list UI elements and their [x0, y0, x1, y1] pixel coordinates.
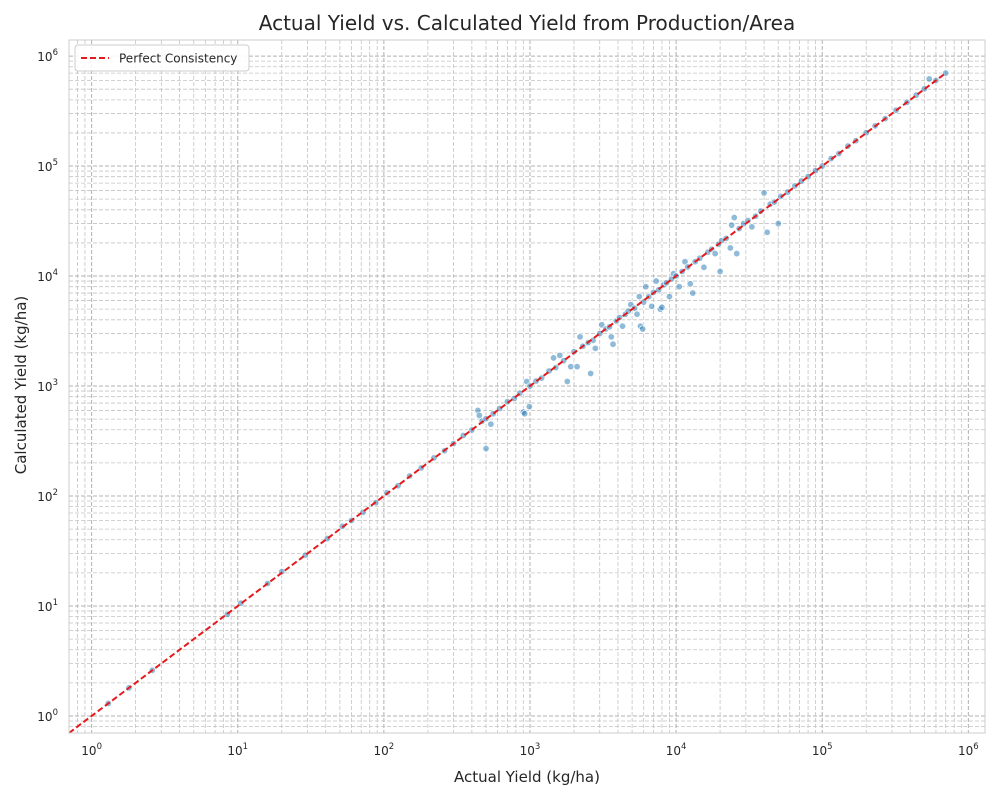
- data-point: [774, 220, 782, 228]
- plot-frame: [68, 39, 986, 734]
- y-tick-label: 104: [37, 268, 58, 284]
- x-axis-label: Actual Yield (kg/ha): [454, 768, 600, 786]
- data-point: [763, 228, 771, 236]
- x-tick-label: 100: [81, 742, 102, 758]
- data-point: [686, 280, 694, 288]
- data-point: [567, 363, 575, 371]
- grid: [68, 40, 985, 734]
- legend-label: Perfect Consistency: [119, 52, 237, 66]
- data-point: [711, 250, 719, 258]
- data-point: [576, 333, 584, 341]
- data-point: [942, 69, 950, 77]
- reference-line-group: [68, 72, 947, 734]
- x-tick-label: 105: [812, 742, 833, 758]
- data-point: [648, 302, 656, 310]
- data-point: [728, 221, 736, 229]
- y-tick-label: 102: [37, 488, 58, 504]
- x-tick-label: 103: [520, 742, 541, 758]
- data-point: [652, 277, 660, 285]
- data-point: [658, 303, 666, 311]
- data-point: [482, 445, 490, 453]
- data-point: [591, 344, 599, 352]
- data-point: [642, 283, 650, 291]
- data-point: [760, 189, 768, 197]
- data-point: [607, 333, 615, 341]
- x-tick-label: 102: [374, 742, 395, 758]
- data-point: [556, 351, 564, 359]
- y-tick-label: 103: [37, 378, 58, 394]
- data-point: [525, 403, 533, 411]
- data-point: [475, 411, 483, 419]
- x-tick-label: 106: [958, 742, 979, 758]
- reference-line: [68, 72, 947, 734]
- data-point: [700, 263, 708, 271]
- data-point: [748, 223, 756, 231]
- data-point: [689, 289, 697, 297]
- data-point: [550, 354, 558, 362]
- data-point: [587, 369, 595, 377]
- data-point: [639, 325, 647, 333]
- data-point: [563, 377, 571, 385]
- data-point: [609, 340, 617, 348]
- data-point: [726, 244, 734, 252]
- y-tick-label: 100: [37, 708, 58, 724]
- y-tick-label: 106: [37, 48, 58, 64]
- data-point: [633, 310, 641, 318]
- data-point: [619, 322, 627, 330]
- y-tick-labels: 100 101 102 103 104 105 106: [37, 48, 58, 724]
- data-point: [635, 293, 643, 301]
- data-point: [521, 410, 529, 418]
- legend: Perfect Consistency: [74, 44, 250, 72]
- legend-box: [74, 44, 250, 72]
- data-point: [487, 420, 495, 428]
- data-point: [733, 250, 741, 258]
- x-tick-labels: 100 101 102 103 104 105 106: [81, 742, 978, 758]
- x-tick-label: 104: [666, 742, 687, 758]
- y-tick-label: 101: [37, 598, 58, 614]
- data-point: [665, 293, 673, 301]
- data-point: [675, 283, 683, 291]
- data-point: [573, 363, 581, 371]
- chart-title: Actual Yield vs. Calculated Yield from P…: [259, 11, 795, 35]
- x-tick-label: 101: [227, 742, 248, 758]
- data-point: [716, 267, 724, 275]
- data-point: [730, 214, 738, 222]
- y-axis-label: Calculated Yield (kg/ha): [12, 296, 30, 475]
- y-tick-label: 105: [37, 158, 58, 174]
- data-point: [925, 75, 933, 83]
